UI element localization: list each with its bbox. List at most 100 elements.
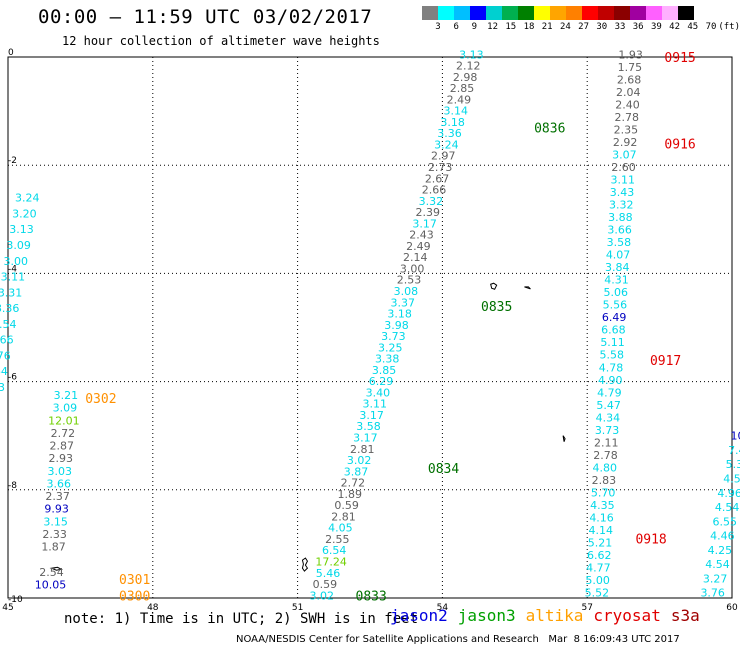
wave-height-label: 3.40 <box>366 386 391 399</box>
wave-height-label: 2.33 <box>42 528 67 541</box>
wave-height-label: 5.21 <box>588 537 613 550</box>
legend-label: 21 <box>541 22 553 32</box>
wave-height-label: 3.17 <box>353 432 378 445</box>
wave-height-label: 2.81 <box>350 443 375 456</box>
legend-label: 45 <box>687 22 699 32</box>
wave-height-label: 3.24 <box>434 138 459 151</box>
wave-height-label: 3.58 <box>356 420 381 433</box>
wave-height-label: 2.97 <box>431 150 456 163</box>
wave-height-label: 3.85 <box>372 364 397 377</box>
wave-height-label: 2.40 <box>615 98 640 111</box>
wave-height-label: 2.49 <box>406 240 431 253</box>
wave-height-label: 12.01 <box>48 414 80 427</box>
map-frame <box>7 56 733 599</box>
pass-time-label: 0915 <box>664 51 695 66</box>
footer-credit: NOAA/NESDIS Center for Satellite Applica… <box>236 634 680 645</box>
legend-swatch <box>630 6 646 20</box>
legend-label: 12 <box>487 22 499 32</box>
wave-height-label: 3.58 <box>607 236 632 249</box>
legend-swatch <box>614 6 630 20</box>
wave-height-label: 7.4 <box>728 444 740 457</box>
wave-height-label: 1.93 <box>618 48 643 61</box>
wave-height-label: 2.68 <box>617 73 642 86</box>
wave-height-label: 3.66 <box>0 334 14 347</box>
wave-height-label: 3.13 <box>459 48 484 61</box>
island-coastline <box>301 557 309 572</box>
legend-labels: 3 6 9 12 15 18 21 24 27 30 33 36 39 42 45 70 (ft) <box>430 22 740 36</box>
legend-label: 33 <box>614 22 626 32</box>
wave-height-label: 3.33 <box>0 381 5 394</box>
wave-height-label: 3.00 <box>400 262 425 275</box>
legend-swatch <box>438 6 454 20</box>
legend-swatch <box>534 6 550 20</box>
legend-swatch <box>662 6 678 20</box>
island-coastline <box>49 566 63 571</box>
wave-height-label: 4.96 <box>717 487 740 500</box>
wave-height-label: 2.83 <box>592 474 617 487</box>
wave-height-label: 3.73 <box>381 330 406 343</box>
satellite-legend: jason2 jason3 altika cryosat s3a <box>390 606 710 625</box>
island-coastline <box>490 282 498 290</box>
pass-time-label: 0301 <box>119 573 150 588</box>
wave-height-label: 5.3 <box>726 458 740 471</box>
y-tick-label: -8 <box>8 481 17 491</box>
y-tick-label: -10 <box>8 595 23 605</box>
wave-height-label: 4.90 <box>598 374 623 387</box>
wave-height-label: 5.58 <box>600 349 625 362</box>
satellite-jason2: jason2 <box>390 606 448 625</box>
x-tick-label: 48 <box>147 603 159 613</box>
wave-height-label: 2.98 <box>453 71 478 84</box>
wave-height-label: 2.39 <box>415 206 440 219</box>
wave-height-label: 3.31 <box>0 286 22 299</box>
wave-height-label: 3.03 <box>47 465 72 478</box>
legend-swatch <box>646 6 662 20</box>
pass-time-label: 0917 <box>650 354 681 369</box>
wave-height-label: 3.24 <box>15 192 40 205</box>
wave-height-label: 3.11 <box>611 173 636 186</box>
legend-swatch <box>470 6 486 20</box>
wave-height-label: 3.88 <box>608 211 633 224</box>
island-coastline <box>524 286 531 290</box>
wave-height-label: 6.68 <box>601 324 626 337</box>
wave-height-label: 3.64 <box>0 365 8 378</box>
satellite-s3a: s3a <box>670 606 700 625</box>
wave-height-label: 4.31 <box>604 274 629 287</box>
wave-height-label: 6.62 <box>587 549 612 562</box>
satellite-cryosat: cryosat <box>593 606 661 625</box>
satellite-jason3: jason3 <box>457 606 516 625</box>
wave-height-label: 3.38 <box>375 353 400 366</box>
legend-swatch <box>550 6 566 20</box>
legend-swatch <box>486 6 502 20</box>
legend-label: 39 <box>650 22 662 32</box>
wave-height-label: 9.93 <box>44 503 69 516</box>
legend-swatch <box>502 6 518 20</box>
wave-height-label: 4.78 <box>599 361 624 374</box>
wave-height-label: 3.43 <box>610 186 635 199</box>
wave-height-label: 2.37 <box>45 490 70 503</box>
wave-height-label: 2.11 <box>594 436 619 449</box>
legend-label: (ft) <box>718 22 740 32</box>
wave-height-label: 1.87 <box>41 541 66 554</box>
wave-height-label: 3.20 <box>12 207 37 220</box>
wave-height-label: 5.47 <box>596 399 621 412</box>
wave-height-label: 5.06 <box>603 286 628 299</box>
legend-label: 6 <box>453 22 459 32</box>
legend-swatch <box>678 6 694 20</box>
wave-height-label: 4.34 <box>596 411 621 424</box>
island-coastline <box>562 435 566 442</box>
x-tick-label: 54 <box>437 603 449 613</box>
x-tick-label: 45 <box>2 603 13 613</box>
wave-height-label: 2.66 <box>422 184 447 197</box>
wave-height-label: 1.75 <box>618 61 643 74</box>
wave-height-label: 3.66 <box>607 224 632 237</box>
legend-swatch <box>454 6 470 20</box>
pass-time-label: 0918 <box>635 532 666 547</box>
wave-height-label: 2.43 <box>409 229 434 242</box>
wave-height-label: 3.02 <box>309 589 334 602</box>
x-tick-label: 57 <box>581 603 592 613</box>
wave-height-label: 2.87 <box>50 440 75 453</box>
wave-height-label: 4.79 <box>597 386 622 399</box>
wave-height-label: 2.67 <box>425 172 450 185</box>
wave-height-label: 2.04 <box>616 86 641 99</box>
wave-height-label: 4.46 <box>710 530 735 543</box>
